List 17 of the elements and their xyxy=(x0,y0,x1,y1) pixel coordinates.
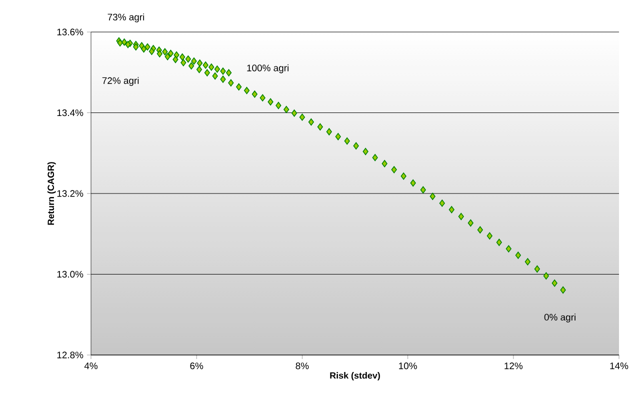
y-tick-label: 13.2% xyxy=(57,190,84,197)
y-tick-label: 13.4% xyxy=(57,109,84,116)
annotation: 100% agri xyxy=(247,64,288,74)
x-tick-label: 14% xyxy=(610,362,628,370)
annotation: 72% agri xyxy=(102,77,139,86)
x-axis-title: Risk (stdev) xyxy=(330,372,380,380)
x-tick-label: 6% xyxy=(190,362,204,370)
x-tick-label: 10% xyxy=(399,362,417,370)
y-tick-label: 13.6% xyxy=(57,28,84,36)
x-tick-label: 12% xyxy=(504,362,523,370)
x-tick-label: 8% xyxy=(296,362,309,370)
annotation: 0% agri xyxy=(544,314,576,322)
y-tick-label: 12.8% xyxy=(57,352,84,358)
x-tick-label: 4% xyxy=(84,362,98,370)
y-tick-label: 13.0% xyxy=(57,270,84,278)
y-axis-title: Return (CAGR) xyxy=(47,162,56,225)
annotation: 73% agri xyxy=(108,13,144,22)
